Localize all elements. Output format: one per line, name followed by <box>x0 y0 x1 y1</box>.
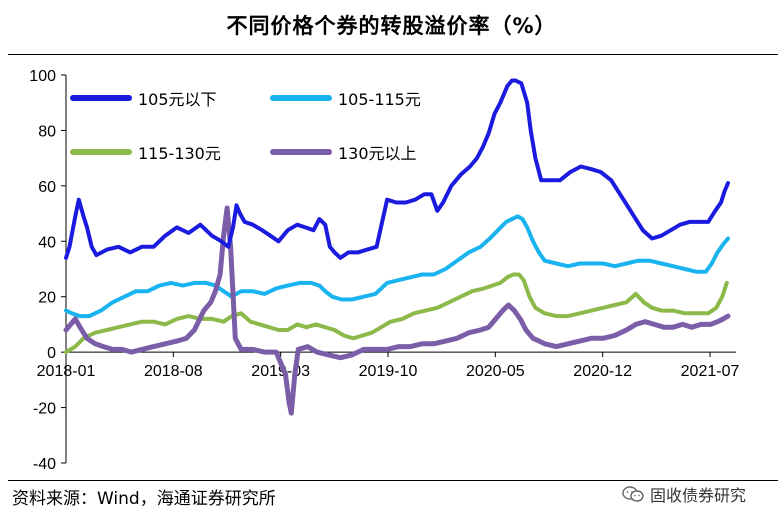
x-tick-label: 2018-08 <box>144 363 203 380</box>
legend-swatch-4 <box>270 149 332 155</box>
series-line-1 <box>64 78 730 260</box>
y-tick-label: 20 <box>38 290 56 307</box>
source-note: 资料来源：Wind，海通证券研究所 <box>12 489 276 509</box>
y-tick-label: 0 <box>47 345 56 362</box>
legend-item-4: 130元以上 <box>270 140 417 164</box>
x-tick-label: 2020-05 <box>466 363 525 380</box>
legend-swatch-1 <box>70 95 132 101</box>
series-line-4 <box>63 205 731 416</box>
chart-legend: 105元以下 105-115元 115-130元 130元以上 <box>70 84 470 174</box>
chart-title-bar: 不同价格个券的转股溢价率（%） <box>0 0 783 50</box>
bottom-rule <box>8 480 778 481</box>
watermark: 固收债券研究 <box>622 482 746 506</box>
y-tick-label: -40 <box>33 456 56 473</box>
series-line-3 <box>64 272 729 355</box>
x-tick-label: 2020-12 <box>573 363 632 380</box>
legend-item-3: 115-130元 <box>70 140 221 164</box>
legend-label-1: 105元以下 <box>138 90 217 109</box>
legend-swatch-2 <box>270 95 332 101</box>
y-tick-label: 40 <box>38 234 56 251</box>
top-rule <box>8 54 778 55</box>
y-tick-label: 80 <box>38 123 56 140</box>
watermark-text: 固收债券研究 <box>650 486 747 505</box>
chart-title: 不同价格个券的转股溢价率（%） <box>226 14 557 38</box>
x-tick-label: 2021-07 <box>681 363 740 380</box>
y-tick-label: 100 <box>29 68 56 85</box>
legend-item-2: 105-115元 <box>270 86 421 110</box>
series-line-2 <box>64 214 730 319</box>
legend-label-2: 105-115元 <box>338 90 421 109</box>
x-tick-label: 2018-01 <box>37 363 96 380</box>
legend-label-4: 130元以上 <box>338 144 417 163</box>
legend-item-1: 105元以下 <box>70 86 217 110</box>
wechat-icon <box>622 486 644 502</box>
x-tick-label: 2019-10 <box>359 363 418 380</box>
legend-label-3: 115-130元 <box>138 144 221 163</box>
y-tick-label: -20 <box>33 401 56 418</box>
legend-swatch-3 <box>70 149 132 155</box>
y-tick-label: 60 <box>38 179 56 196</box>
